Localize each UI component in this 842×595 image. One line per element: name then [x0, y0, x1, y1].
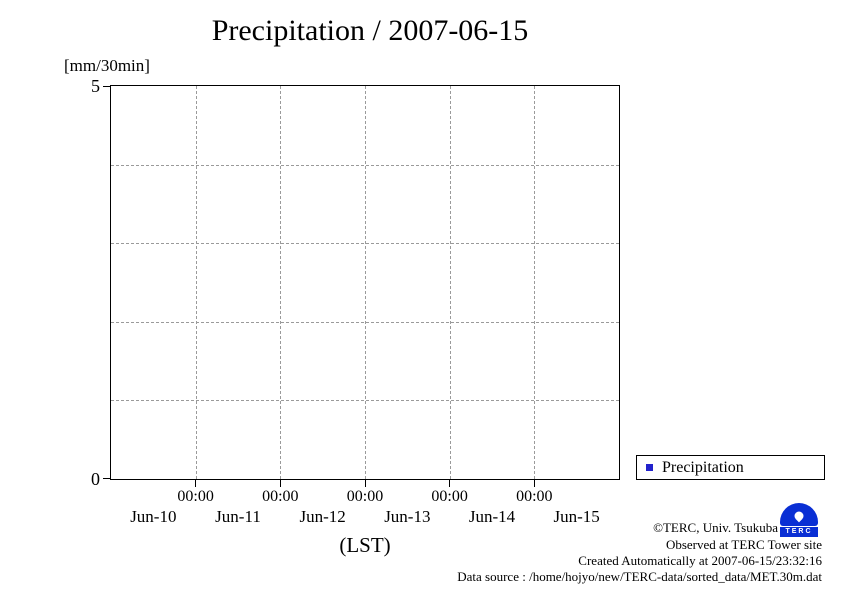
precipitation-marker-icon [646, 464, 653, 471]
y-gridline [111, 321, 619, 323]
day-boundary-gridline [534, 86, 536, 479]
y-gridline [111, 243, 619, 245]
x-tick-mark [364, 480, 366, 487]
footer-created-timestamp: Created Automatically at 2007-06-15/23:3… [578, 553, 822, 568]
y-tick-label-max: 5 [91, 76, 100, 96]
terc-logo: TERC [780, 503, 818, 537]
day-boundary-gridline [449, 86, 451, 479]
footer-data-source-path: Data source : /home/hojyo/new/TERC-data/… [457, 569, 822, 584]
plot-area: 00:00 00:00 00:00 00:00 00:00 Jun-10 Jun-11 Jun… [103, 85, 620, 526]
legend-label: Precipitation [662, 458, 744, 476]
y-tick-mark-min [103, 478, 110, 479]
x-date-label: Jun-10 [130, 507, 177, 526]
x-date-label: Jun-15 [553, 507, 600, 526]
day-boundary-gridline [365, 86, 366, 479]
x-date-label: Jun-12 [299, 507, 346, 526]
x-tick-mark [533, 480, 535, 487]
water-drop-icon [780, 503, 818, 526]
x-time-tick-label: 00:00 [346, 488, 384, 505]
x-time-tick-label: 00:00 [431, 488, 468, 505]
footer-copyright: ©TERC, Univ. Tsukuba [653, 520, 778, 535]
x-time-tick-label: 00:00 [262, 488, 299, 505]
legend-box: Precipitation [636, 455, 825, 480]
y-axis-unit-label: [mm/30min] [64, 56, 150, 75]
x-date-label: Jun-13 [384, 507, 431, 526]
chart-title: Precipitation / 2007-06-15 [211, 14, 529, 47]
terc-logo-text: TERC [780, 527, 818, 537]
y-tick-mark-max [103, 86, 110, 87]
y-gridline [111, 164, 619, 166]
y-gridline [111, 400, 619, 402]
day-boundary-gridline [280, 86, 282, 479]
y-tick-label-min: 0 [91, 469, 100, 489]
x-date-label: Jun-11 [215, 507, 261, 526]
x-tick-mark [449, 480, 451, 487]
x-tick-mark [195, 480, 197, 487]
footer-observed-site: Observed at TERC Tower site [665, 537, 822, 552]
x-time-tick-label: 00:00 [177, 488, 214, 505]
x-tick-mark [279, 480, 281, 487]
day-boundary-gridline [195, 86, 197, 479]
x-date-label: Jun-14 [468, 507, 516, 526]
x-axis-label: (LST) [339, 533, 391, 557]
x-time-tick-label: 00:00 [516, 488, 553, 505]
